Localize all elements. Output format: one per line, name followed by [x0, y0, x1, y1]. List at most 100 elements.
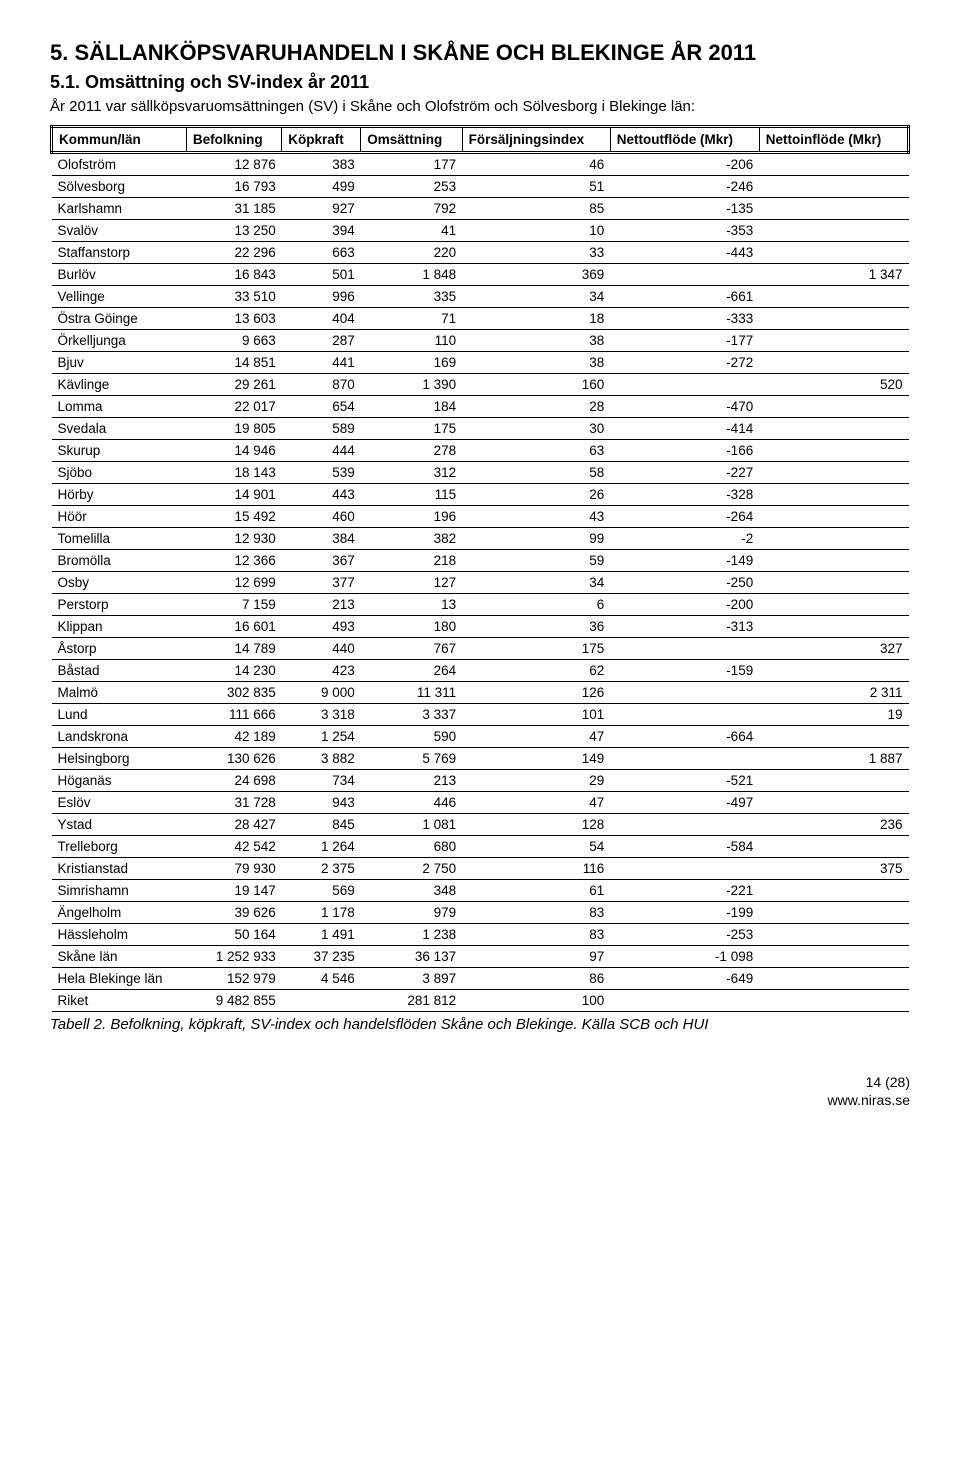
row-value: -664: [610, 726, 759, 748]
row-value: 196: [361, 506, 462, 528]
row-value: 539: [282, 462, 361, 484]
row-value: 36 137: [361, 946, 462, 968]
row-value: [759, 726, 908, 748]
row-label: Landskrona: [52, 726, 187, 748]
row-value: [759, 572, 908, 594]
row-value: 46: [462, 153, 610, 176]
table-row: Lund111 6663 3183 33710119: [52, 704, 909, 726]
row-value: 767: [361, 638, 462, 660]
row-value: 444: [282, 440, 361, 462]
row-value: 28 427: [186, 814, 281, 836]
row-value: 3 882: [282, 748, 361, 770]
table-row: Kävlinge29 2618701 390160520: [52, 374, 909, 396]
row-value: 51: [462, 176, 610, 198]
row-value: 792: [361, 198, 462, 220]
row-value: 440: [282, 638, 361, 660]
row-value: 13 250: [186, 220, 281, 242]
row-value: 14 901: [186, 484, 281, 506]
row-value: 115: [361, 484, 462, 506]
row-value: 12 366: [186, 550, 281, 572]
table-row: Olofström12 87638317746-206: [52, 153, 909, 176]
row-value: 14 946: [186, 440, 281, 462]
row-value: 14 789: [186, 638, 281, 660]
row-label: Lund: [52, 704, 187, 726]
row-value: 85: [462, 198, 610, 220]
row-value: 394: [282, 220, 361, 242]
row-value: 680: [361, 836, 462, 858]
table-row: Örkelljunga9 66328711038-177: [52, 330, 909, 352]
row-value: 130 626: [186, 748, 281, 770]
row-value: 38: [462, 330, 610, 352]
row-value: 278: [361, 440, 462, 462]
row-value: 36: [462, 616, 610, 638]
row-value: 19: [759, 704, 908, 726]
row-value: 58: [462, 462, 610, 484]
row-label: Skåne län: [52, 946, 187, 968]
row-value: 369: [462, 264, 610, 286]
column-header: Köpkraft: [282, 127, 361, 153]
row-value: [610, 638, 759, 660]
row-value: 996: [282, 286, 361, 308]
row-label: Staffanstorp: [52, 242, 187, 264]
row-value: 520: [759, 374, 908, 396]
table-row: Östra Göinge13 6034047118-333: [52, 308, 909, 330]
row-value: 348: [361, 880, 462, 902]
row-value: -521: [610, 770, 759, 792]
row-value: [759, 462, 908, 484]
row-value: [759, 396, 908, 418]
row-value: [759, 308, 908, 330]
row-value: -135: [610, 198, 759, 220]
table-row: Vellinge33 51099633534-661: [52, 286, 909, 308]
row-value: [759, 770, 908, 792]
column-header: Kommun/län: [52, 127, 187, 153]
table-row: Perstorp7 159213136-200: [52, 594, 909, 616]
row-value: 264: [361, 660, 462, 682]
row-value: 14 230: [186, 660, 281, 682]
row-label: Lomma: [52, 396, 187, 418]
table-row: Landskrona42 1891 25459047-664: [52, 726, 909, 748]
row-value: -333: [610, 308, 759, 330]
row-value: 100: [462, 990, 610, 1012]
row-value: 12 876: [186, 153, 281, 176]
row-label: Östra Göinge: [52, 308, 187, 330]
row-value: 1 238: [361, 924, 462, 946]
row-value: 16 843: [186, 264, 281, 286]
row-value: 569: [282, 880, 361, 902]
row-label: Osby: [52, 572, 187, 594]
row-value: 375: [759, 858, 908, 880]
table-row: Hela Blekinge län152 9794 5463 89786-649: [52, 968, 909, 990]
row-label: Hässleholm: [52, 924, 187, 946]
row-value: [759, 660, 908, 682]
row-value: 38: [462, 352, 610, 374]
row-label: Skurup: [52, 440, 187, 462]
row-value: 493: [282, 616, 361, 638]
row-value: [610, 858, 759, 880]
row-value: 13: [361, 594, 462, 616]
row-value: 86: [462, 968, 610, 990]
row-value: [759, 330, 908, 352]
row-value: 979: [361, 902, 462, 924]
row-value: 218: [361, 550, 462, 572]
row-value: 11 311: [361, 682, 462, 704]
row-value: 111 666: [186, 704, 281, 726]
row-value: 443: [282, 484, 361, 506]
row-value: 335: [361, 286, 462, 308]
row-value: 50 164: [186, 924, 281, 946]
row-value: [759, 594, 908, 616]
row-value: 31 185: [186, 198, 281, 220]
row-label: Båstad: [52, 660, 187, 682]
table-row: Bromölla12 36636721859-149: [52, 550, 909, 572]
row-value: -253: [610, 924, 759, 946]
row-label: Eslöv: [52, 792, 187, 814]
row-value: 377: [282, 572, 361, 594]
row-value: -149: [610, 550, 759, 572]
row-value: 367: [282, 550, 361, 572]
page-heading: 5. SÄLLANKÖPSVARUHANDELN I SKÅNE OCH BLE…: [50, 40, 910, 66]
row-label: Burlöv: [52, 264, 187, 286]
row-value: 1 264: [282, 836, 361, 858]
row-label: Bjuv: [52, 352, 187, 374]
row-label: Åstorp: [52, 638, 187, 660]
row-value: [759, 176, 908, 198]
row-value: -199: [610, 902, 759, 924]
row-value: 33: [462, 242, 610, 264]
